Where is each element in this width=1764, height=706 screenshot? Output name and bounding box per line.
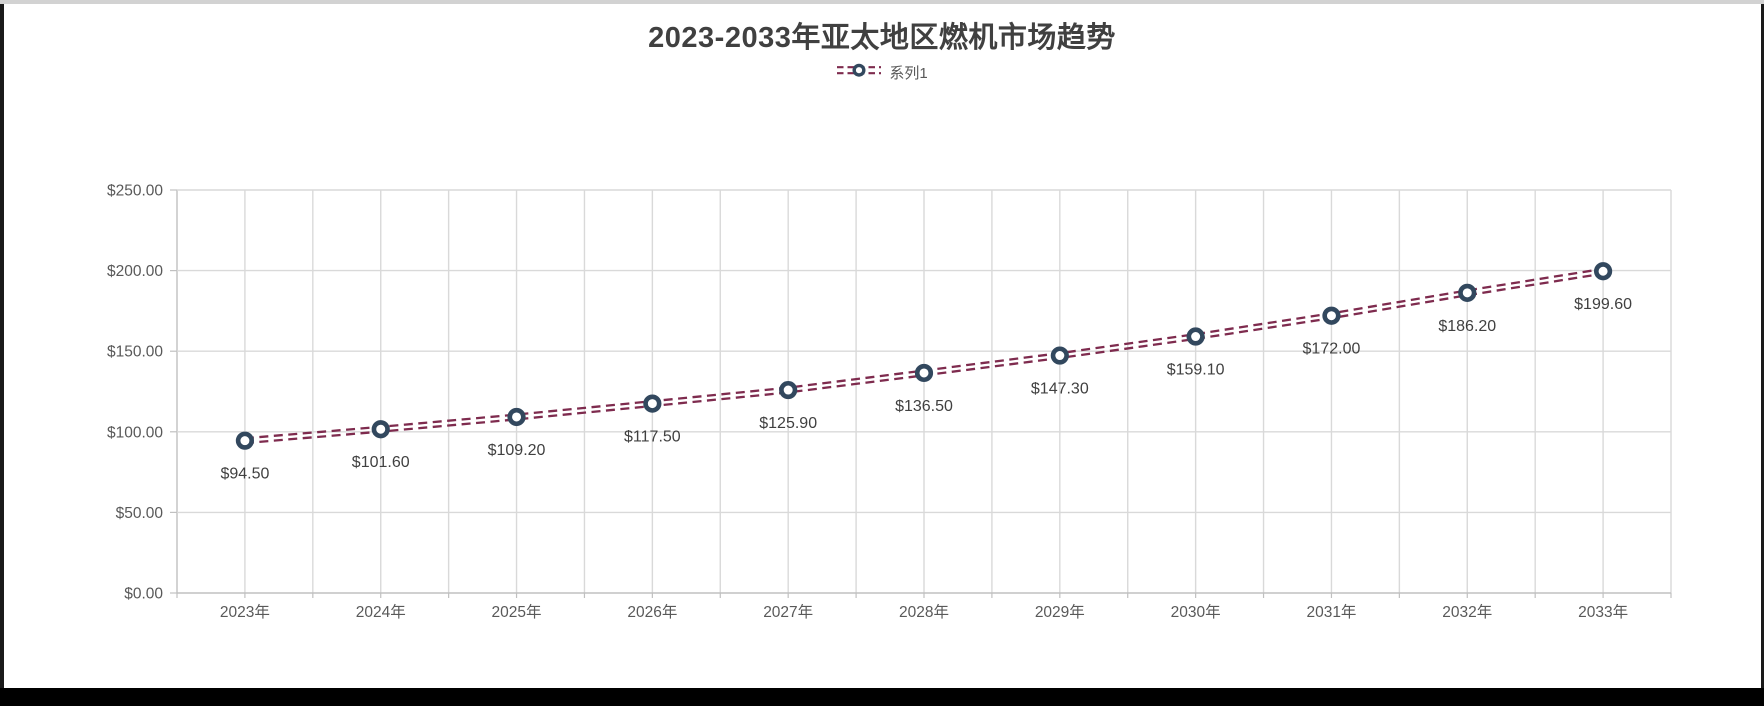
legend-series-marker-icon: [836, 63, 882, 83]
x-tick-labels: 2023年 2024年 2025年 2026年 2027年 2028年 2029年 2030年…: [220, 603, 1628, 621]
y-tick-label: $250.00: [107, 183, 163, 200]
x-tick-label: 2024年: [356, 603, 406, 621]
data-label: $101.60: [352, 454, 410, 471]
data-point-marker: [1322, 306, 1341, 325]
y-tick-label: $100.00: [107, 424, 163, 441]
data-label: $125.90: [759, 415, 817, 432]
x-tick-label: 2032年: [1442, 603, 1492, 621]
y-tick-label: $0.00: [124, 586, 163, 603]
vertical-gridlines: [176, 190, 1672, 598]
window-right-edge: [1761, 4, 1764, 706]
x-tick-label: 2029年: [1035, 603, 1085, 621]
y-tick-label: $150.00: [107, 344, 163, 361]
data-label: $172.00: [1303, 341, 1361, 358]
data-label: $109.20: [488, 442, 546, 459]
legend: 系列1: [836, 62, 928, 83]
data-point-marker: [914, 363, 934, 383]
x-tick-label: 2027年: [763, 603, 813, 621]
x-tick-label: 2031年: [1306, 603, 1356, 621]
data-label: $159.10: [1167, 362, 1225, 379]
data-point-marker: [371, 420, 390, 439]
horizontal-gridlines: $0.00 $50.00 $100.00 $150.00 $200.00 $250.00: [107, 183, 1671, 603]
window-left-edge: [0, 4, 4, 706]
chart-header: 2023-2033年亚太地区燃机市场趋势 系列1: [0, 14, 1764, 83]
series-markers: [235, 262, 1613, 450]
x-tick-label: 2028年: [899, 603, 949, 621]
data-label: $117.50: [624, 429, 681, 446]
data-point-marker: [507, 407, 526, 427]
x-tick-label: 2025年: [492, 603, 542, 621]
data-label: $136.50: [895, 398, 953, 415]
window-top-edge: [0, 0, 1764, 4]
x-tick-label: 2030年: [1171, 603, 1221, 621]
data-point-marker: [1593, 262, 1613, 281]
data-point-marker: [643, 394, 662, 413]
y-tick-label: $200.00: [107, 263, 163, 280]
x-tick-label: 2033年: [1578, 603, 1628, 621]
data-label: $147.30: [1031, 381, 1089, 398]
data-point-marker: [1050, 346, 1069, 365]
data-point-marker: [235, 431, 255, 450]
window-bottom-bar: [0, 688, 1764, 706]
data-label: $186.20: [1438, 318, 1496, 335]
data-point-marker: [1458, 283, 1477, 302]
data-point-marker: [779, 380, 798, 400]
data-point-marker: [1186, 327, 1205, 346]
data-label: $94.50: [220, 466, 269, 483]
data-label: $199.60: [1574, 296, 1632, 313]
chart-title: 2023-2033年亚太地区燃机市场趋势: [648, 22, 1116, 54]
x-tick-label: 2023年: [220, 603, 270, 621]
x-tick-label: 2026年: [627, 603, 677, 621]
data-labels: $94.50 $101.60 $109.20 $117.50 $125.90 $136.5…: [220, 296, 1632, 482]
y-tick-label: $50.00: [116, 505, 164, 522]
legend-series-label: 系列1: [889, 65, 928, 82]
